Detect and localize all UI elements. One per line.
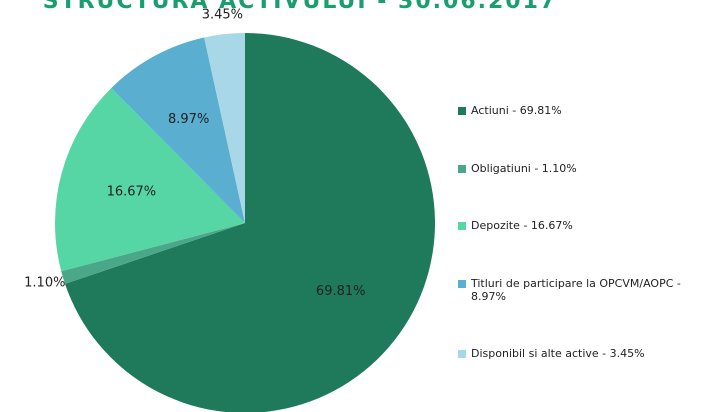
- legend-label: Obligatiuni - 1.10%: [471, 161, 577, 175]
- chart-title: STRUCTURA ACTIVULUI - 30.06.2017: [43, 0, 557, 14]
- legend-label: Disponibil si alte active - 3.45%: [471, 347, 645, 360]
- pie-slice: [54, 87, 246, 272]
- legend-swatch: [458, 222, 466, 230]
- legend-label: Depozite - 16.67%: [471, 219, 573, 232]
- legend-item: Depozite - 16.67%: [458, 219, 698, 232]
- pie-slice: [65, 33, 435, 412]
- legend-swatch: [458, 350, 466, 358]
- data-label: 1.10%: [24, 276, 65, 291]
- pie-slice: [61, 223, 246, 284]
- pie-slice: [111, 37, 245, 224]
- data-label: 69.81%: [316, 284, 366, 299]
- legend-item: Disponibil si alte active - 3.45%: [458, 347, 698, 360]
- data-label: 16.67%: [107, 184, 157, 199]
- data-label: 8.97%: [168, 112, 209, 127]
- legend-swatch: [458, 279, 466, 288]
- pie-slice: [204, 33, 245, 223]
- legend: Actiuni - 69.81% Obligatiuni - 1.10% Depoz…: [458, 104, 698, 360]
- legend-label: Titluri de participare la OPCVM/AOPC - 8…: [471, 276, 681, 303]
- legend-item: Titluri de participare la OPCVM/AOPC - 8…: [458, 277, 698, 303]
- legend-swatch: [458, 107, 466, 115]
- legend-item: Obligatiuni - 1.10%: [458, 162, 698, 175]
- data-label: 3.45%: [202, 8, 243, 23]
- legend-label: Actiuni - 69.81%: [471, 104, 562, 117]
- legend-swatch: [458, 164, 466, 173]
- legend-item: Actiuni - 69.81%: [458, 104, 698, 117]
